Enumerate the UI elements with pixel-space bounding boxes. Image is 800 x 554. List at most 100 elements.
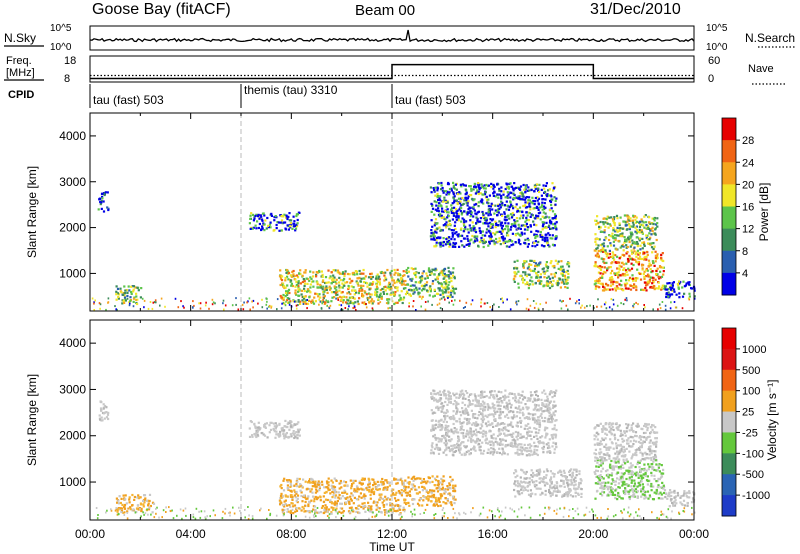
power-pixel (443, 291, 446, 294)
power-pixel (513, 222, 516, 225)
power-pixel (251, 227, 254, 230)
power-pixel (560, 260, 563, 263)
power-pixel (643, 277, 646, 280)
velocity-pixel (516, 434, 520, 437)
velocity-pixel (408, 493, 411, 497)
power-pixel (287, 288, 291, 291)
power-pixel (624, 287, 627, 290)
velocity-pixel (435, 443, 438, 446)
power-pixel (640, 223, 643, 226)
velocity-pixel (118, 495, 121, 498)
power-pixel (454, 183, 457, 186)
velocity-pixel (335, 502, 338, 505)
velocity-pixel (133, 498, 136, 501)
velocity-pixel (427, 499, 430, 502)
velocity-pixel (546, 395, 549, 398)
power-noise-pixel (153, 301, 156, 304)
noise-panel-frame (89, 25, 695, 51)
velocity-pixel (439, 397, 443, 400)
velocity-pixel (132, 508, 135, 511)
power-pixel (308, 296, 311, 299)
power-pixel (470, 211, 473, 214)
power-pixel (430, 238, 433, 241)
power-pixel (418, 291, 421, 295)
power-pixel (554, 225, 557, 228)
power-noise-pixel (235, 297, 237, 300)
velocity-pixel (421, 480, 424, 483)
power-pixel (643, 275, 646, 278)
velocity-pixel (136, 504, 140, 507)
power-pixel (417, 293, 420, 296)
power-pixel (612, 257, 615, 260)
velocity-pixel (445, 440, 448, 443)
power-pixel (470, 238, 473, 241)
velocity-pixel (509, 433, 512, 436)
power-pixel (521, 192, 524, 195)
freq-tick-bottom: 8 (64, 73, 70, 85)
power-pixel (417, 281, 420, 284)
velocity-pixel (446, 498, 449, 501)
power-pixel (384, 276, 387, 279)
power-pixel (647, 265, 650, 268)
power-noise-pixel (452, 303, 455, 306)
velocity-pixel (462, 441, 465, 444)
velocity-pixel (124, 494, 127, 497)
power-noise-pixel (105, 308, 107, 311)
power-pixel (362, 268, 365, 272)
power-pixel (538, 276, 541, 279)
power-pixel (596, 285, 599, 288)
power-pixel (432, 234, 435, 237)
power-pixel (524, 198, 527, 201)
velocity-pixel (265, 422, 268, 425)
power-pixel (609, 242, 612, 245)
power-pixel (618, 261, 621, 264)
power-pixel (640, 230, 643, 233)
velocity-pixel (136, 496, 139, 499)
power-pixel (393, 268, 396, 272)
power-pixel (410, 289, 413, 292)
velocity-pixel (277, 432, 280, 436)
power-pixel (121, 302, 124, 305)
power-pixel (564, 278, 567, 281)
power-pixel (637, 257, 640, 260)
power-pixel (130, 290, 133, 294)
velocity-pixel (321, 505, 324, 508)
power-pixel (655, 269, 658, 273)
velocity-pixel (370, 508, 373, 511)
power-pixel (455, 188, 458, 191)
velocity-pixel (514, 406, 517, 409)
power-pixel (602, 223, 605, 226)
power-pixel (440, 204, 443, 207)
velocity-pixel (457, 445, 460, 449)
power-pixel (484, 217, 487, 220)
power-pixel (517, 223, 520, 226)
velocity-pixel (525, 424, 528, 427)
velocity-pixel (415, 488, 418, 491)
power-pixel (100, 201, 103, 204)
power-pixel (507, 240, 510, 243)
velocity-pixel (535, 409, 538, 412)
velocity-pixel (283, 500, 286, 503)
velocity-pixel (506, 444, 509, 447)
velocity-pixel (101, 419, 104, 422)
power-pixel (678, 280, 681, 283)
velocity-pixel (543, 399, 546, 402)
power-pixel (467, 195, 470, 198)
power-pixel (400, 277, 403, 280)
power-pixel (521, 195, 524, 198)
velocity-pixel (295, 492, 298, 495)
power-pixel (368, 301, 371, 304)
velocity-pixel (466, 422, 469, 426)
power-noise-pixel (344, 307, 347, 309)
power-pixel (433, 213, 436, 216)
velocity-pixel (283, 429, 286, 432)
velocity-pixel (310, 488, 313, 491)
power-pixel (604, 252, 607, 255)
velocity-pixel (448, 397, 451, 400)
power-pixel (664, 288, 667, 291)
power-pixel (646, 227, 649, 230)
velocity-pixel (480, 431, 483, 434)
power-pixel (609, 272, 612, 275)
power-pixel (513, 182, 516, 185)
velocity-pixel (499, 432, 502, 435)
